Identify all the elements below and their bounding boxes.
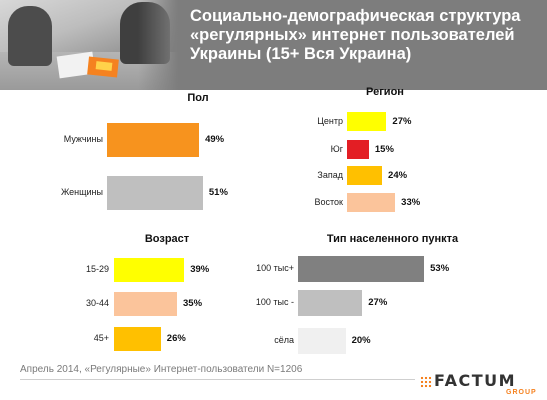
bar	[114, 292, 177, 316]
bar	[347, 140, 369, 159]
data-label: 15%	[374, 143, 394, 155]
data-label: 20%	[351, 335, 371, 346]
logo-sub: GROUP	[506, 389, 537, 396]
footer-divider	[20, 379, 415, 380]
tick-label: Запад	[317, 169, 343, 180]
data-label: 53%	[430, 263, 450, 274]
bar	[107, 123, 200, 157]
bar	[107, 176, 203, 210]
tick-label: Мужчины	[63, 134, 103, 144]
data-label: 39%	[190, 264, 210, 275]
bar	[298, 256, 425, 282]
data-label: 27%	[392, 115, 412, 127]
tick-label: 15-29	[85, 264, 109, 274]
data-label: 49%	[205, 134, 225, 145]
bar	[347, 112, 387, 131]
tick-label: 100 тыс -	[255, 297, 294, 307]
logo-word: FACTUM	[434, 371, 517, 390]
data-label: 24%	[388, 169, 408, 181]
tick-label: сёла	[274, 335, 294, 345]
tick-label: Восток	[314, 196, 343, 207]
data-label: 26%	[166, 333, 186, 344]
bar	[298, 290, 363, 316]
data-label: 27%	[368, 297, 388, 308]
header-banner: Социально-демографическая структура «рег…	[0, 0, 547, 90]
factum-logo: FACTUM GROUP	[420, 371, 540, 397]
chart-title: Пол	[187, 92, 209, 104]
bar	[298, 328, 346, 354]
logo-dots-icon	[420, 376, 432, 388]
tick-label: Юг	[330, 143, 343, 154]
data-label: 51%	[208, 187, 228, 198]
data-label: 33%	[401, 196, 421, 208]
header-photo	[0, 0, 178, 90]
tick-label: 30-44	[85, 298, 109, 308]
tick-label: 100 тыс+	[256, 263, 294, 273]
tick-label: Центр	[317, 115, 343, 126]
bar	[347, 166, 383, 185]
tick-label: Женщины	[60, 187, 103, 197]
data-label: 35%	[183, 298, 203, 309]
page-title: Социально-демографическая структура «рег…	[190, 7, 521, 63]
tick-label: 45+	[93, 333, 109, 343]
chart-title: Тип населенного пункта	[326, 233, 459, 245]
bar	[114, 327, 161, 351]
footer-note: Апрель 2014, «Регулярные» Интернет-польз…	[20, 364, 303, 375]
bar	[114, 258, 185, 282]
bar	[347, 193, 396, 212]
chart-title: Регион	[366, 86, 404, 98]
chart-title: Возраст	[144, 233, 190, 245]
